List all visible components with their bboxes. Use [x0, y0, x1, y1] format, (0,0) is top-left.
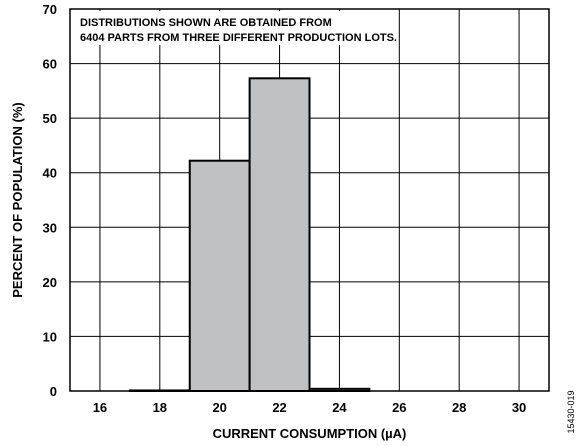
x-tick-label: 24 — [332, 400, 347, 415]
y-tick-label: 0 — [50, 384, 57, 399]
x-tick-label: 18 — [153, 400, 167, 415]
histogram-bar — [248, 77, 311, 392]
y-tick-label: 10 — [43, 329, 57, 344]
annotation-line-2: 6404 PARTS FROM THREE DIFFERENT PRODUCTI… — [80, 32, 397, 44]
y-axis-title: PERCENT OF POPULATION (%) — [10, 102, 25, 297]
annotation-line-1: DISTRIBUTIONS SHOWN ARE OBTAINED FROM — [80, 17, 332, 29]
x-tick-label: 26 — [392, 400, 406, 415]
x-tick-label: 22 — [272, 400, 286, 415]
figure-id: 15430-019 — [566, 390, 576, 433]
x-tick-label: 30 — [512, 400, 526, 415]
y-tick-label: 60 — [43, 57, 57, 72]
x-tick-label: 16 — [93, 400, 107, 415]
tick-labels: 16 18 20 22 24 26 28 30 0 10 20 30 40 50 60 70 — [43, 2, 527, 415]
y-tick-label: 30 — [43, 220, 57, 235]
bars — [128, 77, 371, 392]
y-tick-label: 20 — [43, 275, 57, 290]
histogram-bar — [188, 159, 251, 392]
x-tick-label: 28 — [452, 400, 466, 415]
x-axis-title: CURRENT CONSUMPTION (µA) — [213, 426, 407, 441]
y-tick-label: 40 — [43, 166, 57, 181]
annotation-box — [72, 11, 372, 45]
x-tick-label: 20 — [212, 400, 226, 415]
y-tick-label: 50 — [43, 111, 57, 126]
plot-frame — [69, 8, 550, 392]
y-tick-label: 70 — [43, 2, 57, 17]
